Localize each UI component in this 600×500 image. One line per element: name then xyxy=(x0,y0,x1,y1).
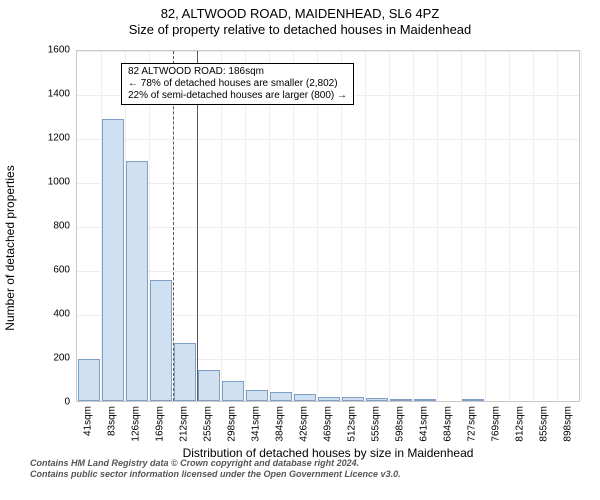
histogram-bar xyxy=(222,381,244,401)
y-tick-label: 1200 xyxy=(30,133,70,144)
x-tick-label: 384sqm xyxy=(275,406,286,442)
histogram-bar xyxy=(390,399,412,401)
x-tick-label: 769sqm xyxy=(491,406,502,442)
histogram-bar xyxy=(462,399,484,401)
x-tick-label: 684sqm xyxy=(443,406,454,442)
x-tick-label: 727sqm xyxy=(467,406,478,442)
y-gridline xyxy=(77,271,579,272)
x-tick-label: 512sqm xyxy=(347,406,358,442)
histogram-bar xyxy=(294,394,316,401)
y-axis-title: Number of detached properties xyxy=(3,165,17,330)
x-tick-label: 41sqm xyxy=(83,406,94,436)
x-tick-label: 169sqm xyxy=(155,406,166,442)
histogram-bar xyxy=(150,280,172,401)
histogram-bar xyxy=(78,359,100,401)
histogram-bar xyxy=(270,392,292,401)
x-gridline xyxy=(557,51,558,401)
x-gridline xyxy=(389,51,390,401)
chart-header: 82, ALTWOOD ROAD, MAIDENHEAD, SL6 4PZ Si… xyxy=(0,0,600,39)
x-tick-label: 212sqm xyxy=(179,406,190,442)
histogram-bar xyxy=(198,370,220,401)
attribution-line-2: Contains public sector information licen… xyxy=(30,469,600,480)
y-tick-label: 600 xyxy=(30,265,70,276)
x-tick-label: 812sqm xyxy=(515,406,526,442)
y-tick-label: 1600 xyxy=(30,45,70,56)
info-line-3: 22% of semi-detached houses are larger (… xyxy=(128,90,347,102)
histogram-bar xyxy=(342,397,364,401)
y-tick-label: 400 xyxy=(30,309,70,320)
attribution: Contains HM Land Registry data © Crown c… xyxy=(0,458,600,480)
attribution-line-1: Contains HM Land Registry data © Crown c… xyxy=(30,458,600,469)
histogram-bar xyxy=(174,343,196,401)
y-gridline xyxy=(77,139,579,140)
histogram-bar xyxy=(366,398,388,401)
histogram-bar xyxy=(246,390,268,401)
histogram-bar xyxy=(102,119,124,401)
y-gridline xyxy=(77,183,579,184)
y-tick-label: 1400 xyxy=(30,89,70,100)
x-gridline xyxy=(365,51,366,401)
x-tick-label: 898sqm xyxy=(563,406,574,442)
info-line-2: ← 78% of detached houses are smaller (2,… xyxy=(128,78,347,90)
x-tick-label: 298sqm xyxy=(227,406,238,442)
info-line-1: 82 ALTWOOD ROAD: 186sqm xyxy=(128,66,347,78)
x-tick-label: 126sqm xyxy=(131,406,142,442)
histogram-bar xyxy=(126,161,148,401)
x-gridline xyxy=(485,51,486,401)
y-tick-label: 200 xyxy=(30,353,70,364)
histogram-bar xyxy=(414,399,436,401)
address-title: 82, ALTWOOD ROAD, MAIDENHEAD, SL6 4PZ xyxy=(0,6,600,22)
chart-subtitle: Size of property relative to detached ho… xyxy=(0,22,600,38)
x-gridline xyxy=(581,51,582,401)
x-gridline xyxy=(533,51,534,401)
y-tick-label: 800 xyxy=(30,221,70,232)
x-gridline xyxy=(437,51,438,401)
info-box: 82 ALTWOOD ROAD: 186sqm ← 78% of detache… xyxy=(121,63,354,105)
chart-container: Number of detached properties 82 ALTWOOD… xyxy=(50,50,580,445)
histogram-bar xyxy=(318,397,340,401)
x-tick-label: 855sqm xyxy=(539,406,550,442)
x-gridline xyxy=(509,51,510,401)
x-tick-label: 255sqm xyxy=(203,406,214,442)
plot-area: 82 ALTWOOD ROAD: 186sqm ← 78% of detache… xyxy=(76,50,580,402)
y-gridline xyxy=(77,51,579,52)
x-tick-label: 341sqm xyxy=(251,406,262,442)
x-gridline xyxy=(461,51,462,401)
x-tick-label: 426sqm xyxy=(299,406,310,442)
x-tick-label: 641sqm xyxy=(419,406,430,442)
x-gridline xyxy=(413,51,414,401)
x-tick-label: 598sqm xyxy=(395,406,406,442)
x-tick-label: 469sqm xyxy=(323,406,334,442)
y-tick-label: 0 xyxy=(30,397,70,408)
x-tick-label: 83sqm xyxy=(107,406,118,436)
x-tick-label: 555sqm xyxy=(371,406,382,442)
y-tick-label: 1000 xyxy=(30,177,70,188)
y-gridline xyxy=(77,227,579,228)
